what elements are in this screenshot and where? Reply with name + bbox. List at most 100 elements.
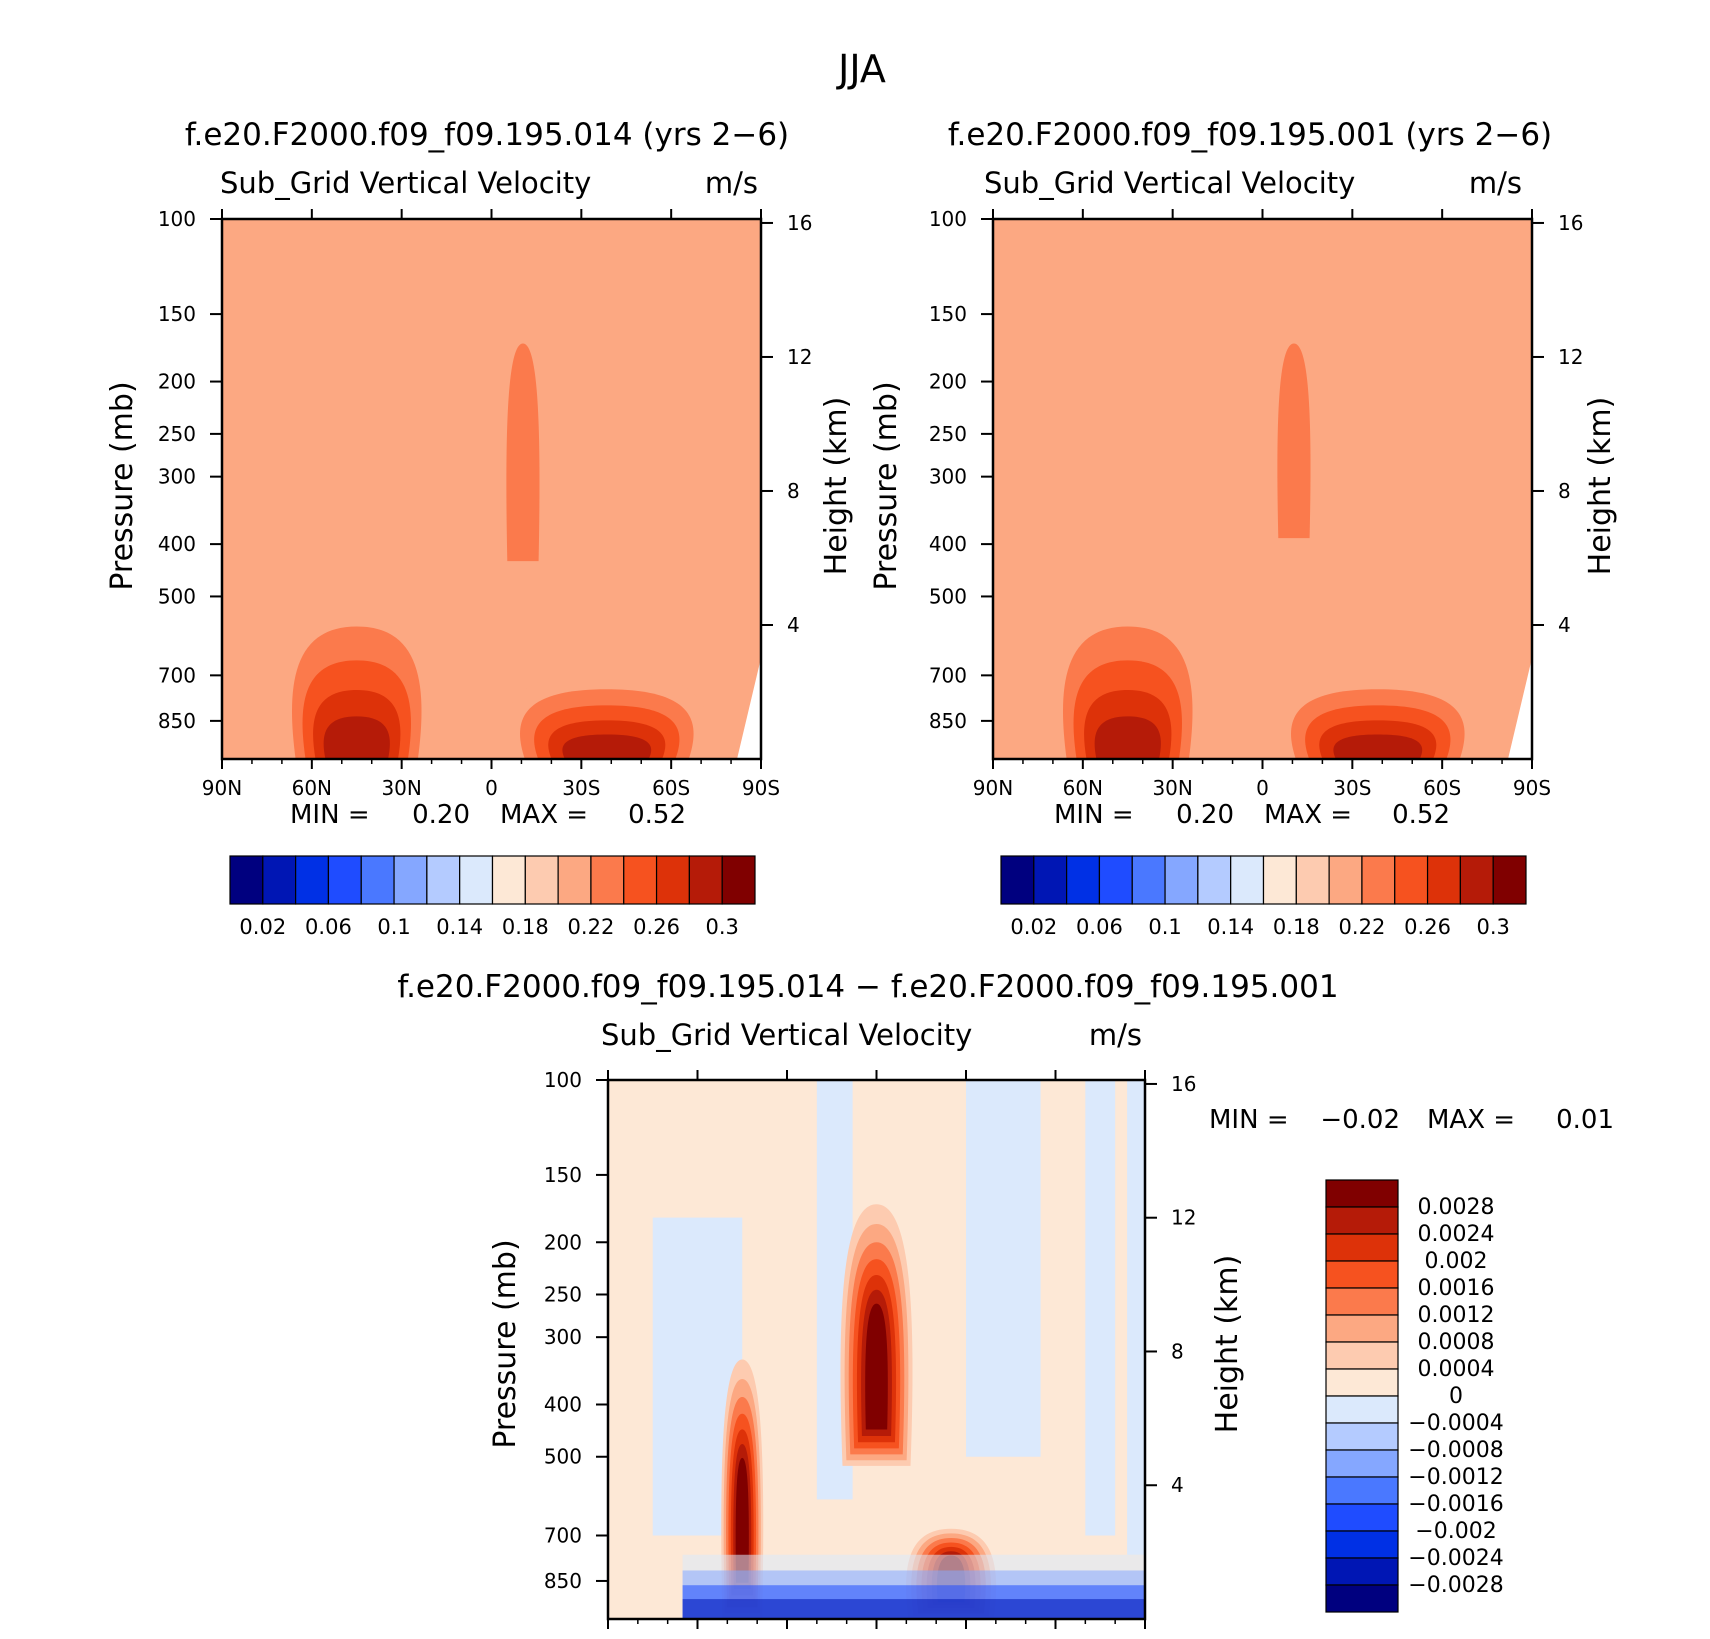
colorbar-box: [1197, 855, 1232, 905]
colorbar-label: 0.06: [1076, 915, 1123, 939]
colorbar-box: [1325, 1422, 1399, 1451]
field: [993, 219, 1532, 759]
colorbar-box: [229, 855, 264, 905]
panel-3-colorbar: 0.00280.00240.0020.00160.00120.00080.000…: [1325, 1179, 1504, 1613]
y2-tick-label: 16: [787, 211, 812, 235]
colorbar-box: [459, 855, 494, 905]
y-tick-label: 700: [929, 663, 967, 687]
x-tick-label: 0: [1256, 776, 1269, 800]
missing-data: [737, 657, 761, 759]
colorbar-box: [1325, 1476, 1399, 1505]
colorbar-label: 0.06: [305, 915, 352, 939]
panel-1-y2label: Height (km): [819, 397, 854, 576]
panel-1-min-label: MIN =: [290, 800, 370, 830]
y-tick-label: 250: [544, 1282, 582, 1306]
x-tick-label: 90N: [588, 1636, 628, 1639]
panel-2-y2label: Height (km): [1583, 397, 1618, 576]
panel-3-y2label: Height (km): [1210, 1255, 1245, 1434]
y-tick-label: 400: [544, 1393, 582, 1417]
colorbar-label: 0.0016: [1418, 1276, 1495, 1301]
low-level-contour: [1094, 716, 1161, 759]
y2-tick-label: 4: [1171, 1473, 1184, 1497]
colorbar-box: [1325, 1287, 1399, 1316]
colorbar-box: [1328, 855, 1363, 905]
x-tick-label: 30N: [1152, 776, 1192, 800]
colorbar-box: [1325, 1341, 1399, 1370]
x-tick-label: 60N: [1063, 776, 1103, 800]
y-tick-label: 300: [158, 465, 196, 489]
colorbar-label: 0.002: [1425, 1249, 1488, 1274]
panel-1-units: m/s: [705, 166, 758, 200]
y2-tick-label: 8: [1171, 1339, 1184, 1363]
y-tick-label: 850: [929, 709, 967, 733]
colorbar-box: [1325, 1314, 1399, 1343]
colorbar-label: 0.0028: [1418, 1195, 1495, 1220]
colorbar-label: 0.22: [1339, 915, 1386, 939]
colorbar-label: 0.22: [568, 915, 615, 939]
colorbar-box: [1325, 1206, 1399, 1235]
panel-1-plot: 90N 60N 30N 0 30S 60S 90S 100 150 200 250 300 400 500…: [158, 207, 813, 800]
colorbar-box: [1426, 855, 1461, 905]
panel-1-ylabel: Pressure (mb): [105, 381, 140, 590]
low-level-contour: [562, 734, 652, 759]
colorbar-box: [524, 855, 559, 905]
negative-band: [1085, 1080, 1116, 1536]
colorbar-box: [1325, 1530, 1399, 1559]
panel-3-title: f.e20.F2000.f09_f09.195.014 − f.e20.F200…: [397, 969, 1338, 1005]
colorbar-box: [721, 855, 756, 905]
colorbar-box: [1492, 855, 1527, 905]
panel-1-colorbar: 0.02 0.06 0.1 0.14 0.18 0.22 0.26 0.3: [229, 855, 756, 939]
colorbar-box: [262, 855, 297, 905]
colorbar-box: [1325, 1179, 1399, 1208]
y-tick-label: 850: [544, 1569, 582, 1593]
colorbar-box: [1164, 855, 1199, 905]
y-tick-label: 150: [929, 302, 967, 326]
y-tick-label: 500: [544, 1445, 582, 1469]
colorbar-box: [1295, 855, 1330, 905]
colorbar-box: [1325, 1260, 1399, 1289]
colorbar-label: 0.18: [1273, 915, 1320, 939]
x-tick-label: 30N: [767, 1636, 807, 1639]
y-tick-label: 250: [929, 422, 967, 446]
colorbar-label: 0.3: [1476, 915, 1509, 939]
colorbar-label: 0.0024: [1418, 1222, 1495, 1247]
panel-1: f.e20.F2000.f09_f09.195.014 (yrs 2−6) Su…: [105, 117, 854, 939]
x-tick-label: 90S: [742, 776, 780, 800]
panel-3-ylabel: Pressure (mb): [488, 1239, 523, 1448]
y-tick-label: 150: [158, 302, 196, 326]
colorbar-box: [590, 855, 625, 905]
upper-maximum-contour: [506, 343, 540, 562]
colorbar-label: 0.02: [239, 915, 286, 939]
y-tick-label: 400: [158, 532, 196, 556]
colorbar-box: [1131, 855, 1166, 905]
y2-tick-label: 12: [787, 345, 812, 369]
negative-contour: [682, 1599, 1145, 1619]
colorbar-label: −0.0028: [1408, 1573, 1503, 1598]
missing-data: [1508, 657, 1532, 759]
panel-1-max-label: MAX =: [500, 800, 588, 830]
y2-tick-label: 4: [1558, 613, 1571, 637]
field: [222, 219, 761, 759]
colorbar-box: [655, 855, 690, 905]
colorbar-box: [426, 855, 461, 905]
x-tick-label: 30S: [1333, 776, 1371, 800]
positive-contour: [735, 1457, 749, 1583]
colorbar-box: [1394, 855, 1429, 905]
upper-maximum-contour: [1277, 343, 1311, 539]
colorbar-label: 0.14: [1207, 915, 1254, 939]
y2-tick-label: 16: [1171, 1072, 1196, 1096]
low-level-contour: [323, 716, 390, 759]
y-tick-label: 700: [544, 1524, 582, 1548]
x-tick-label: 60N: [292, 776, 332, 800]
x-tick-label: 60S: [1036, 1636, 1074, 1639]
y-tick-label: 100: [158, 207, 196, 231]
y2-tick-label: 12: [1171, 1206, 1196, 1230]
colorbar-box: [1325, 1503, 1399, 1532]
panel-1-max-value: 0.52: [628, 800, 686, 830]
y2-tick-label: 16: [1558, 211, 1583, 235]
y-tick-label: 100: [929, 207, 967, 231]
y-tick-label: 400: [929, 532, 967, 556]
x-tick-label: 90S: [1513, 776, 1551, 800]
y-tick-label: 250: [158, 422, 196, 446]
colorbar-box: [1230, 855, 1265, 905]
